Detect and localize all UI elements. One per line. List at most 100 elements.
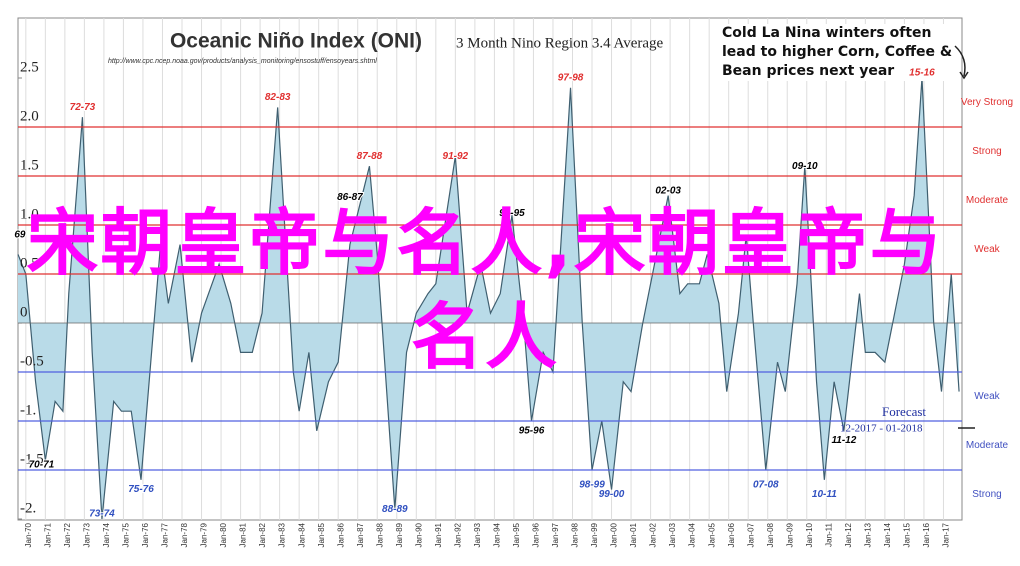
plot	[17, 18, 962, 520]
x-tick-label: Jan-88	[375, 522, 384, 547]
chart-title: Oceanic Niño Index (ONI)	[170, 30, 422, 53]
y-tick-label: 1.5	[20, 157, 39, 173]
x-tick-label: Jan-84	[297, 522, 306, 547]
x-tick-label: Jan-08	[766, 522, 775, 547]
x-tick-label: Jan-98	[571, 522, 580, 547]
x-tick-label: Jan-81	[239, 522, 248, 547]
episode-label: 91-92	[443, 151, 469, 162]
episode-label: 70-71	[29, 460, 55, 471]
intensity-label: Moderate	[966, 440, 1009, 451]
x-tick-label: Jan-83	[278, 522, 287, 547]
x-tick-label: Jan-06	[727, 522, 736, 547]
forecast-label: Forecast	[882, 404, 926, 419]
x-tick-label: Jan-80	[219, 522, 228, 547]
y-tick-label: -2.	[20, 500, 36, 516]
x-tick-label: Jan-70	[24, 522, 33, 547]
y-tick-label: 0	[20, 304, 28, 320]
x-tick-label: Jan-82	[258, 522, 267, 547]
y-tick-label: 2.0	[20, 108, 39, 124]
callout: Cold La Nina winters often lead to highe…	[722, 24, 958, 81]
x-tick-label: Jan-85	[317, 522, 326, 547]
episode-label: 15-16	[909, 68, 935, 79]
x-tick-label: Jan-11	[824, 522, 833, 546]
x-tick-label: Jan-72	[63, 522, 72, 547]
x-tick-label: Jan-10	[805, 522, 814, 547]
episode-label: 73-74	[89, 509, 115, 520]
x-tick-label: Jan-05	[707, 522, 716, 547]
x-tick-label: Jan-92	[453, 522, 462, 547]
oni-line	[17, 77, 960, 520]
episode-label: 72-73	[70, 102, 96, 113]
episode-label: 99-00	[599, 489, 625, 500]
forecast-period: 12-2017 - 01-2018	[840, 423, 923, 435]
x-tick-label: Jan-76	[141, 522, 150, 547]
episode-label: 82-83	[265, 92, 291, 103]
x-tick-label: Jan-07	[746, 522, 755, 547]
episode-label: 69	[14, 229, 26, 240]
episode-label: 02-03	[655, 185, 681, 196]
x-tick-label: Jan-99	[590, 522, 599, 547]
x-tick-label: Jan-04	[688, 522, 697, 547]
x-tick-label: Jan-12	[844, 522, 853, 547]
y-tick-label: -0.5	[20, 353, 44, 369]
x-tick-label: Jan-94	[493, 522, 502, 547]
x-tick-label: Jan-89	[395, 522, 404, 547]
x-tick-label: Jan-02	[649, 522, 658, 547]
x-tick-label: Jan-90	[414, 522, 423, 547]
y-tick-label: 0.5	[20, 255, 39, 271]
intensity-label: Strong	[972, 489, 1001, 500]
chart-subtitle: 3 Month Nino Region 3.4 Average	[456, 35, 664, 51]
intensity-label: Very Strong	[961, 97, 1013, 108]
x-tick-label: Jan-79	[200, 522, 209, 547]
y-tick-label: 2.5	[20, 59, 39, 75]
episode-label: 86-87	[337, 192, 363, 203]
x-tick-label: Jan-16	[922, 522, 931, 547]
x-tick-label: Jan-71	[43, 522, 52, 547]
x-tick-label: Jan-00	[610, 522, 619, 547]
x-tick-label: Jan-14	[883, 522, 892, 547]
episode-label: 10-11	[812, 489, 837, 500]
intensity-label: Weak	[974, 391, 1000, 402]
overlay-text: 宋朝皇帝与名人,宋朝皇帝与名人	[26, 201, 944, 379]
x-tick-label: Jan-86	[336, 522, 345, 547]
x-tick-label: Jan-03	[668, 522, 677, 547]
x-tick-label: Jan-75	[122, 522, 131, 547]
x-tick-label: Jan-74	[102, 522, 111, 547]
callout-box: Cold La Nina winters often lead to highe…	[722, 24, 958, 81]
x-tick-label: Jan-77	[161, 522, 170, 547]
x-tick-label: Jan-09	[785, 522, 794, 547]
episode-label: 94-95	[499, 208, 525, 219]
x-tick-label: Jan-91	[434, 522, 443, 547]
callout-arrow	[954, 45, 966, 77]
x-tick-label: Jan-13	[863, 522, 872, 547]
y-tick-label: -1.	[20, 402, 36, 418]
intensity-label: Moderate	[966, 195, 1009, 206]
x-tick-label: Jan-15	[903, 522, 912, 547]
x-tick-label: Jan-01	[629, 522, 638, 547]
episode-label: 11-12	[831, 435, 856, 446]
episode-label: 95-96	[519, 425, 545, 436]
source-url: http://www.cpc.ncep.noaa.gov/products/an…	[108, 58, 377, 65]
episode-label: 88-89	[382, 504, 408, 515]
callout-arrowhead	[959, 71, 969, 80]
episode-label: 87-88	[357, 151, 383, 162]
x-tick-label: Jan-97	[551, 522, 560, 547]
x-tick-label: Jan-93	[473, 522, 482, 547]
x-tick-label: Jan-78	[180, 522, 189, 547]
episode-label: 09-10	[792, 161, 818, 172]
y-tick-label: 1.0	[20, 206, 39, 222]
episode-label: 97-98	[558, 73, 584, 84]
y-tick-label: -1.5	[20, 451, 44, 467]
x-tick-label: Jan-96	[532, 522, 541, 547]
episode-label: 07-08	[753, 479, 779, 490]
episode-label: 75-76	[128, 484, 154, 495]
x-tick-label: Jan-87	[356, 522, 365, 547]
x-tick-label: Jan-73	[82, 522, 91, 547]
intensity-label: Weak	[974, 244, 1000, 255]
x-tick-label: Jan-95	[512, 522, 521, 547]
x-tick-label: Jan-17	[942, 522, 951, 547]
intensity-label: Strong	[972, 146, 1001, 157]
episode-label: 98-99	[579, 479, 605, 490]
